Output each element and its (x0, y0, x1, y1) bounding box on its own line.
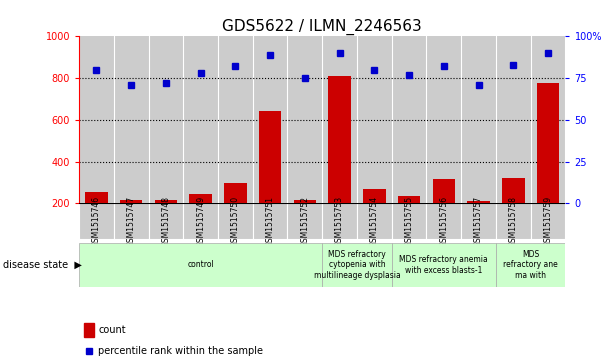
Text: GSM1515747: GSM1515747 (126, 196, 136, 247)
Text: count: count (98, 325, 126, 335)
Bar (288, 36, 322, 203)
Bar (79, 203, 114, 239)
Text: MDS
refractory ane
ma with: MDS refractory ane ma with (503, 250, 558, 280)
Bar (114, 36, 148, 203)
Bar (496, 36, 531, 203)
Text: GSM1515750: GSM1515750 (231, 196, 240, 247)
Bar (148, 36, 183, 203)
Text: MDS refractory anemia
with excess blasts-1: MDS refractory anemia with excess blasts… (399, 255, 488, 274)
Bar (322, 36, 357, 203)
Bar (461, 36, 496, 203)
Bar (531, 36, 565, 203)
Text: GSM1515755: GSM1515755 (404, 196, 413, 247)
Bar (294, 200, 316, 203)
Text: control: control (187, 260, 214, 269)
Bar (189, 194, 212, 203)
Bar (85, 192, 108, 203)
Bar (426, 203, 461, 239)
Bar (322, 203, 357, 239)
Bar (461, 203, 496, 239)
Bar (259, 111, 282, 203)
Bar (502, 178, 525, 203)
Bar (253, 203, 288, 239)
Text: GSM1515756: GSM1515756 (440, 196, 448, 247)
Bar (426, 36, 461, 203)
Text: GSM1515753: GSM1515753 (335, 196, 344, 247)
Bar (468, 201, 490, 203)
Text: GSM1515748: GSM1515748 (161, 196, 170, 247)
Bar (120, 200, 142, 203)
Text: GSM1515746: GSM1515746 (92, 196, 101, 247)
Bar (148, 203, 183, 239)
Text: GSM1515751: GSM1515751 (266, 196, 275, 247)
Bar (79, 243, 322, 287)
Bar (114, 203, 148, 239)
Bar (84, 323, 94, 337)
Text: GSM1515754: GSM1515754 (370, 196, 379, 247)
Bar (183, 203, 218, 239)
Bar (398, 196, 420, 203)
Text: MDS refractory
cytopenia with
multilineage dysplasia: MDS refractory cytopenia with multilinea… (314, 250, 400, 280)
Bar (496, 243, 565, 287)
Text: GSM1515757: GSM1515757 (474, 196, 483, 247)
Bar (392, 36, 426, 203)
Text: GSM1515759: GSM1515759 (544, 196, 553, 247)
Text: GSM1515749: GSM1515749 (196, 196, 205, 247)
Bar (218, 203, 253, 239)
Bar (253, 36, 288, 203)
Text: GSM1515752: GSM1515752 (300, 196, 309, 247)
Bar (183, 36, 218, 203)
Bar (218, 36, 253, 203)
Bar (392, 243, 496, 287)
Bar (322, 243, 392, 287)
Bar (357, 36, 392, 203)
Bar (154, 200, 177, 203)
Bar (496, 203, 531, 239)
Bar (328, 76, 351, 203)
Bar (79, 36, 114, 203)
Bar (432, 179, 455, 203)
Bar (363, 189, 385, 203)
Text: GSM1515758: GSM1515758 (509, 196, 518, 247)
Bar (224, 183, 247, 203)
Bar (288, 203, 322, 239)
Title: GDS5622 / ILMN_2246563: GDS5622 / ILMN_2246563 (223, 19, 422, 35)
Bar (531, 203, 565, 239)
Bar (392, 203, 426, 239)
Text: percentile rank within the sample: percentile rank within the sample (98, 346, 263, 356)
Bar (537, 83, 559, 203)
Text: disease state  ▶: disease state ▶ (3, 260, 82, 270)
Bar (357, 203, 392, 239)
